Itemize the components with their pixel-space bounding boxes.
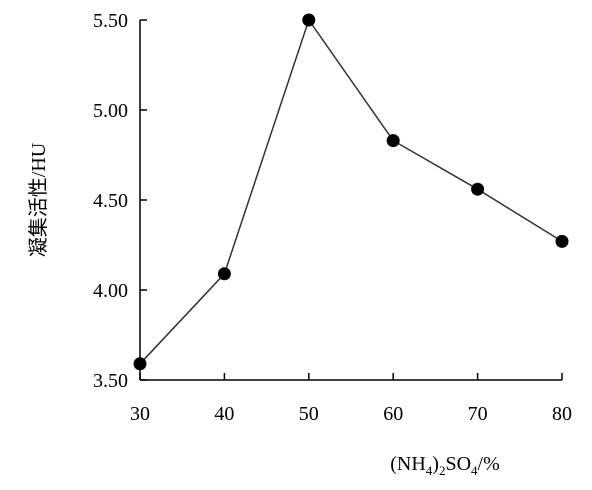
y-tick-label: 4.50 [93,190,128,212]
y-tick-label: 3.50 [93,370,128,392]
y-axis-title: 凝集活性/HU [27,142,50,257]
x-tick-label: 50 [299,403,319,425]
axes [139,20,562,381]
x-tick-label: 80 [552,403,572,425]
x-tick-label: 70 [468,403,488,425]
y-tick-label: 4.00 [93,280,128,302]
data-point [133,357,147,371]
x-axis-title: (NH4)2SO4/% [390,453,500,478]
data-point [302,13,316,27]
x-tick-label: 30 [130,403,150,425]
data-point [217,267,231,281]
y-ticks: 3.50 4.00 4.50 5.00 5.50 [93,10,147,392]
y-tick-label: 5.00 [93,100,128,122]
data-point [555,234,569,248]
series-line [139,18,563,365]
series-layer [133,13,569,371]
x-ticks: 30 40 50 60 70 80 [130,373,572,425]
data-point [386,134,400,148]
data-point [471,182,485,196]
y-tick-label: 5.50 [93,10,128,32]
x-tick-label: 60 [383,403,403,425]
x-tick-label: 40 [214,403,234,425]
